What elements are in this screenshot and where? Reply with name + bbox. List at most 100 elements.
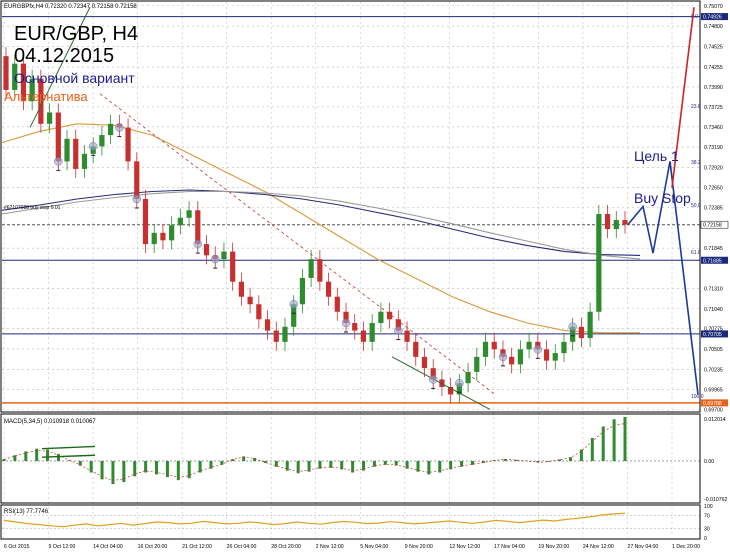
candle-body — [474, 356, 480, 372]
candle-body — [151, 232, 157, 245]
trend-line — [99, 93, 496, 395]
time-tick-label: 26 Oct 04:00 — [227, 544, 257, 550]
fractal-marker — [132, 194, 141, 204]
candle-body — [264, 319, 271, 331]
fractal-marker — [428, 375, 438, 384]
alternative-forecast — [671, 7, 695, 188]
fractal-marker — [115, 123, 124, 132]
candle-body — [604, 214, 611, 230]
price-tick-label: 0.71310 — [704, 286, 723, 292]
price-level-box — [701, 399, 728, 407]
candle-body — [465, 371, 471, 384]
time-tick-label: 5 Nov 04:00 — [360, 544, 388, 550]
axes: 0.75070 0.74800 0.74525 0.74255 0.73990 0.737… — [4, 4, 729, 550]
fib-level-label: 61.8 — [691, 250, 701, 256]
price-level-label: 0.69788 — [703, 401, 722, 407]
time-tick-label: 9 Oct 12:00 — [49, 544, 76, 550]
candle-body — [134, 161, 140, 199]
candle-body — [169, 225, 175, 241]
time-tick-label: 2 Nov 12:00 — [316, 544, 344, 550]
price-level-box — [701, 330, 728, 338]
candle-body — [596, 214, 602, 312]
fib-level-label: 50.0 — [691, 203, 701, 209]
candle-body — [282, 326, 288, 342]
candle-body — [29, 78, 35, 102]
candle-body — [430, 368, 436, 380]
rsi-tick-label: 100 — [704, 504, 713, 510]
price-tick-label: 0.74525 — [704, 45, 723, 51]
candle-body — [46, 112, 53, 124]
candle-body — [247, 296, 253, 305]
candle-body — [99, 135, 105, 147]
chart-title: EUR/GBP, H4 — [14, 23, 138, 45]
forecast-lines — [627, 7, 699, 395]
candle-body — [448, 386, 454, 395]
rsi-title: RSI(13) 77.7746 — [4, 509, 49, 515]
candle-body — [73, 138, 79, 169]
candle-body — [273, 330, 279, 342]
chart-date: 04.12.2015 — [14, 45, 114, 67]
macd-tick-label: 0.012014 — [704, 417, 726, 423]
candle-body — [543, 349, 550, 361]
indicators — [2, 416, 700, 529]
price-tick-label: 0.70505 — [704, 347, 723, 353]
candle-body — [238, 281, 244, 297]
candle-body — [561, 341, 567, 354]
price-tick-label: 0.69965 — [704, 388, 723, 394]
candle-body — [587, 311, 593, 339]
candle-body — [12, 63, 18, 90]
fractal-marker — [498, 352, 508, 362]
candle-body — [343, 311, 349, 324]
candle-body — [195, 210, 201, 245]
candle-body — [395, 319, 401, 331]
candle-body — [491, 341, 497, 350]
fractal-marker — [211, 254, 220, 264]
candle-body — [160, 232, 166, 241]
candle-body — [509, 356, 515, 365]
fractal-marker — [568, 322, 577, 331]
candle-body — [570, 326, 576, 342]
candle-body — [413, 341, 419, 357]
divergence-line — [41, 445, 96, 450]
price-tick-label: 0.70235 — [704, 367, 723, 373]
rsi-panel-frame — [0, 504, 701, 540]
candle-body — [108, 123, 114, 136]
time-tick-label: 1 Dec 20:00 — [672, 544, 700, 550]
candle-body — [369, 323, 375, 342]
price-tick-label: 0.73990 — [704, 85, 723, 91]
price-level-label: 0.74926 — [703, 15, 722, 21]
fractal-marker — [341, 318, 351, 328]
candle-body — [317, 259, 323, 282]
price-tick-label: 0.73460 — [704, 125, 723, 131]
fib-level-label: 23.6 — [691, 104, 701, 110]
fib-level-label: 38.2 — [691, 160, 701, 166]
moving-average-line — [1, 189, 641, 256]
candle-body — [230, 251, 236, 282]
price-level-box — [701, 256, 728, 264]
time-tick-label: 24 Nov 12:00 — [583, 544, 614, 550]
trend-line — [29, 7, 91, 128]
candle-body — [622, 220, 628, 225]
candle-body — [387, 311, 393, 320]
order-label: #62107088 buy stop 0.01 — [4, 205, 61, 211]
time-tick-label: 27 Nov 04:00 — [627, 544, 658, 550]
candle-body — [325, 281, 332, 297]
fractal-marker — [289, 300, 298, 309]
time-tick-label: 16 Oct 20:00 — [138, 544, 168, 550]
target1-label: Цель 1 — [634, 148, 679, 164]
symbol-info: EURGBPfx,H4 0.72320 0.72347 0.72158 0.72… — [4, 4, 137, 10]
time-tick-label: 19 Nov 20:00 — [538, 544, 569, 550]
macd-panel-frame — [0, 413, 701, 504]
fractal-marker — [533, 345, 543, 354]
price-tick-label: 0.71040 — [704, 307, 723, 313]
price-level-label: 0.70705 — [703, 332, 722, 338]
candle-body — [334, 296, 340, 312]
moving-average-line — [1, 190, 641, 260]
fractal-marker — [88, 142, 98, 151]
fib-level-label: 0.0 — [691, 14, 698, 20]
rsi-tick-label: 70 — [704, 514, 710, 520]
candle-body — [404, 330, 410, 342]
fractal-marker — [193, 239, 203, 249]
